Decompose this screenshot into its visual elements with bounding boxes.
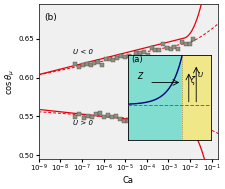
Point <box>127 55 130 58</box>
Point <box>110 116 114 119</box>
Point <box>139 117 142 120</box>
Point <box>106 114 110 117</box>
Point <box>171 122 175 125</box>
Text: U < 0: U < 0 <box>73 50 93 56</box>
Point <box>135 51 138 54</box>
Point <box>112 59 115 62</box>
Point <box>100 63 104 66</box>
Point <box>191 37 195 40</box>
Point <box>169 48 172 51</box>
Point <box>108 57 111 60</box>
Point <box>118 117 122 120</box>
Point <box>188 42 191 45</box>
Point <box>78 112 81 115</box>
Point <box>150 46 153 49</box>
Point <box>179 121 183 124</box>
Point <box>173 45 176 48</box>
Y-axis label: $\cos\theta_\mu$: $\cos\theta_\mu$ <box>4 69 17 95</box>
Point <box>114 115 118 118</box>
Point <box>151 118 155 121</box>
Point <box>143 119 146 122</box>
Point <box>184 43 188 46</box>
Point <box>161 43 165 46</box>
Point <box>163 119 167 122</box>
Point <box>167 120 171 123</box>
Point <box>175 119 179 122</box>
Point <box>176 48 180 51</box>
Point <box>86 115 89 118</box>
Point <box>93 61 96 64</box>
Point <box>131 56 134 59</box>
Point <box>85 62 89 65</box>
Point <box>191 125 195 128</box>
Point <box>126 119 130 122</box>
Point <box>104 57 108 60</box>
Point <box>130 116 134 119</box>
Point <box>155 119 159 122</box>
Point <box>74 115 77 119</box>
Point <box>138 51 142 54</box>
Point <box>81 64 85 67</box>
Point <box>159 119 163 122</box>
Point <box>74 62 77 65</box>
Point <box>98 112 102 115</box>
Point <box>82 117 85 120</box>
Point <box>77 66 81 69</box>
Text: (b): (b) <box>44 13 57 22</box>
Point <box>94 112 97 115</box>
Point <box>119 55 123 58</box>
Point <box>183 119 187 122</box>
Point <box>187 122 191 125</box>
Point <box>90 116 93 119</box>
Point <box>89 64 92 67</box>
Point <box>97 61 100 64</box>
Point <box>122 119 126 122</box>
Point <box>135 114 138 117</box>
Point <box>146 53 149 56</box>
Text: U > 0: U > 0 <box>73 120 93 126</box>
Point <box>147 115 151 118</box>
Point <box>153 48 157 51</box>
Point <box>123 56 127 59</box>
Point <box>115 57 119 60</box>
Point <box>165 46 169 49</box>
Point <box>157 48 161 51</box>
Point <box>102 115 106 119</box>
X-axis label: Ca: Ca <box>123 176 134 185</box>
Point <box>142 50 146 53</box>
Point <box>180 41 184 44</box>
